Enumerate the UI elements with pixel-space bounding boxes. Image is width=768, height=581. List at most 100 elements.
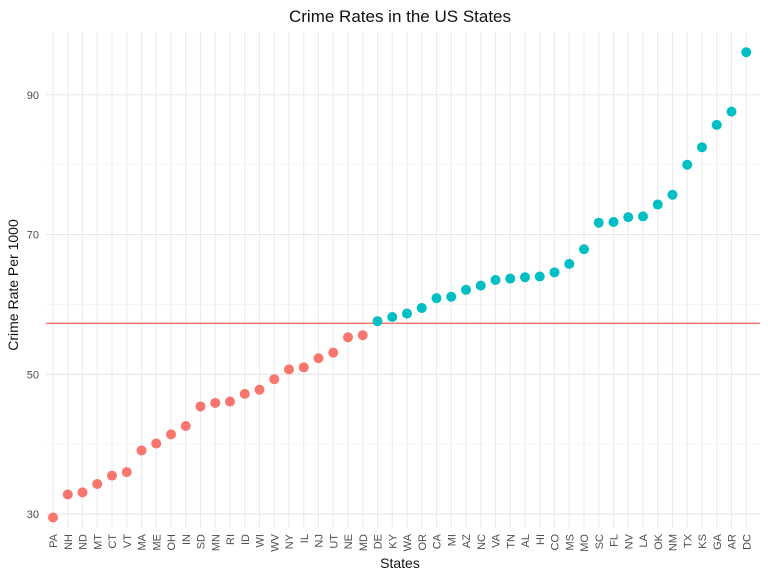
data-point-ny bbox=[284, 364, 294, 375]
y-axis-title: Crime Rate Per 1000 bbox=[5, 219, 21, 351]
y-tick-label: 90 bbox=[27, 90, 39, 102]
x-tick-label: MT bbox=[92, 534, 104, 550]
x-tick-label: WV bbox=[269, 533, 281, 551]
x-tick-label: DE bbox=[373, 534, 385, 549]
data-point-me bbox=[151, 438, 162, 449]
data-point-nv bbox=[623, 212, 634, 223]
y-tick-label: 70 bbox=[27, 230, 39, 242]
x-tick-label: MI bbox=[446, 534, 458, 546]
x-tick-label: NE bbox=[343, 534, 355, 549]
x-tick-label: PA bbox=[48, 533, 60, 548]
y-tick-label: 30 bbox=[27, 509, 39, 521]
data-point-mn bbox=[210, 397, 221, 408]
data-point-tx bbox=[682, 159, 693, 170]
x-tick-label: KS bbox=[697, 534, 709, 549]
data-point-ks bbox=[697, 142, 707, 153]
x-tick-label: ND bbox=[78, 534, 90, 550]
x-tick-label: RI bbox=[225, 534, 237, 545]
x-tick-label: KY bbox=[387, 533, 399, 548]
x-tick-label: WA bbox=[402, 533, 414, 551]
x-tick-label: AR bbox=[727, 534, 739, 549]
data-point-dc bbox=[741, 47, 752, 58]
x-tick-label: SC bbox=[594, 534, 606, 549]
data-point-oh bbox=[166, 429, 176, 440]
data-point-md bbox=[357, 330, 368, 341]
x-tick-label: MA bbox=[137, 533, 149, 550]
x-tick-labels: PA NH ND MT CT VT MA ME OH IN SD MN RI ID WI WV NY IL NJ UT… bbox=[48, 533, 753, 551]
x-tick-label: IL bbox=[299, 534, 311, 543]
chart-title: Crime Rates in the US States bbox=[289, 7, 511, 26]
data-point-mi bbox=[446, 291, 457, 302]
x-tick-label: ID bbox=[240, 534, 252, 545]
data-point-az bbox=[461, 284, 471, 295]
data-point-il bbox=[298, 362, 309, 373]
x-tick-label: IN bbox=[181, 534, 193, 545]
x-tick-label: OR bbox=[417, 534, 429, 551]
x-tick-label: MN bbox=[210, 534, 222, 551]
x-tick-label: NC bbox=[476, 534, 488, 550]
data-point-hi bbox=[534, 271, 545, 282]
x-tick-label: LA bbox=[638, 533, 650, 547]
data-point-nm bbox=[667, 189, 678, 200]
data-point-ct bbox=[107, 470, 117, 481]
x-tick-label: SD bbox=[196, 534, 208, 549]
data-point-ri bbox=[225, 396, 235, 407]
x-tick-label: HI bbox=[535, 534, 547, 545]
x-axis-title: States bbox=[380, 555, 420, 571]
data-point-ma bbox=[136, 445, 147, 456]
data-point-ok bbox=[652, 199, 663, 210]
x-tick-label: DC bbox=[741, 534, 753, 550]
x-tick-label: CO bbox=[550, 534, 562, 551]
data-point-pa bbox=[48, 512, 58, 523]
data-point-nd bbox=[77, 487, 88, 498]
x-tick-label: NY bbox=[284, 533, 296, 549]
x-tick-label: CT bbox=[107, 534, 119, 549]
data-point-sc bbox=[593, 217, 604, 228]
data-point-wv bbox=[269, 374, 280, 385]
x-tick-label: NM bbox=[668, 534, 680, 551]
data-point-la bbox=[638, 211, 648, 222]
data-point-or bbox=[416, 302, 427, 313]
data-point-de bbox=[372, 316, 383, 327]
y-tick-labels: 30 50 70 90 bbox=[27, 90, 39, 521]
data-point-mo bbox=[579, 244, 589, 255]
x-tick-label: MD bbox=[358, 534, 370, 551]
data-point-wi bbox=[254, 384, 265, 395]
x-tick-label: UT bbox=[328, 534, 340, 549]
data-point-ca bbox=[431, 293, 442, 304]
x-tick-label: TN bbox=[505, 534, 517, 549]
x-tick-label: OH bbox=[166, 534, 178, 551]
y-tick-label: 50 bbox=[27, 369, 39, 381]
x-tick-label: NH bbox=[63, 534, 75, 550]
data-point-in bbox=[180, 421, 191, 432]
x-tick-label: ME bbox=[151, 534, 163, 551]
x-tick-label: GA bbox=[712, 533, 724, 550]
x-tick-label: TX bbox=[682, 533, 694, 548]
data-point-wa bbox=[402, 308, 412, 319]
data-point-nj bbox=[313, 353, 324, 364]
data-point-fl bbox=[608, 217, 619, 228]
x-tick-label: VA bbox=[491, 533, 503, 548]
x-tick-label: MS bbox=[564, 534, 576, 551]
data-point-ne bbox=[343, 332, 353, 343]
x-tick-label: NJ bbox=[314, 534, 326, 547]
data-point-nh bbox=[62, 489, 73, 500]
data-points bbox=[48, 47, 752, 523]
data-point-tn bbox=[505, 273, 516, 284]
x-tick-label: NV bbox=[623, 533, 635, 549]
grid-lines bbox=[46, 32, 760, 528]
x-tick-label: OK bbox=[653, 533, 665, 550]
data-point-mt bbox=[92, 478, 103, 489]
data-point-al bbox=[520, 272, 530, 283]
x-tick-label: CA bbox=[432, 533, 444, 549]
x-tick-label: VT bbox=[122, 534, 134, 548]
data-point-ar bbox=[726, 106, 737, 117]
x-tick-label: AZ bbox=[461, 534, 473, 548]
x-tick-label: WI bbox=[255, 534, 267, 547]
data-point-ky bbox=[387, 312, 398, 323]
x-tick-label: FL bbox=[609, 534, 621, 547]
data-point-nc bbox=[475, 280, 486, 291]
data-point-ga bbox=[711, 119, 722, 130]
